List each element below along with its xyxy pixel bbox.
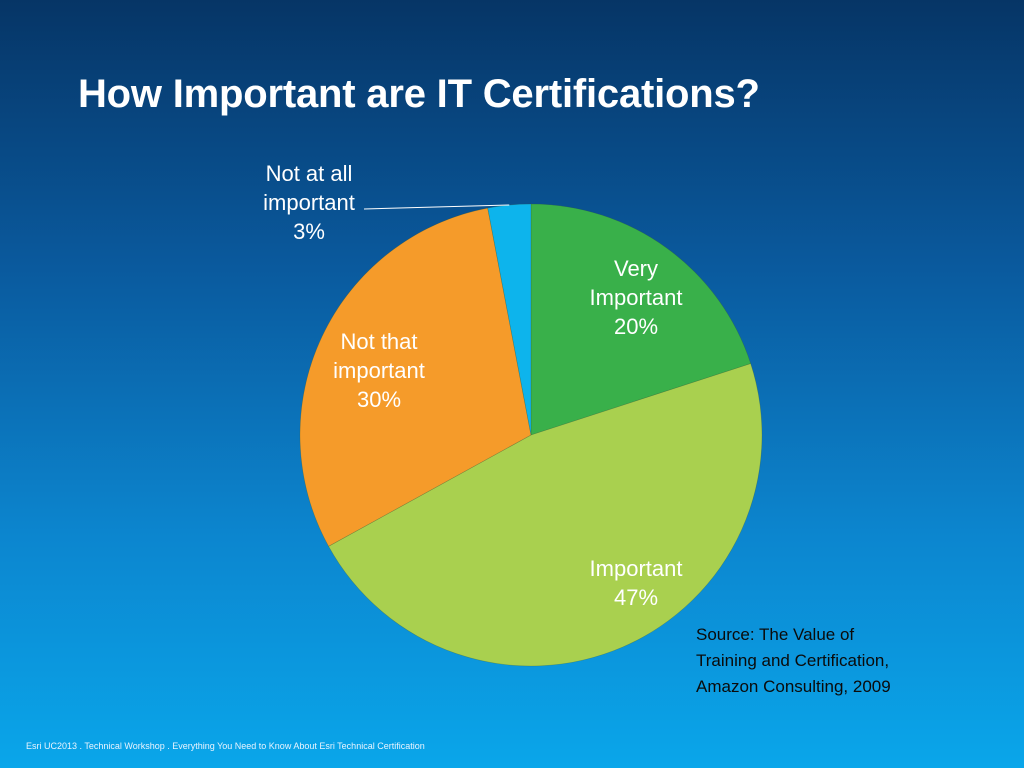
leader-line-not-at-all-important bbox=[363, 204, 510, 210]
pie-label-important: Important 47% bbox=[590, 556, 683, 610]
pie-label-not-at-all-important: Not at all important 3% bbox=[263, 161, 355, 244]
source-line-1: Source: The Value of bbox=[696, 625, 855, 644]
pie-slice-very-important bbox=[530, 203, 752, 436]
pie-label-very-important: Very Important 20% bbox=[590, 256, 683, 339]
slide-title: How Important are IT Certifications? bbox=[78, 72, 760, 116]
pie-labels: Very Important 20% Important 47% Not that impo… bbox=[263, 161, 682, 610]
source-note: Source: The Value of Training and Certif… bbox=[696, 622, 956, 700]
pie-slices bbox=[299, 203, 763, 667]
footer-text: Esri UC2013 . Technical Workshop . Every… bbox=[26, 741, 425, 751]
pie-label-not-that-important: Not that important 30% bbox=[333, 329, 425, 412]
source-line-3: Amazon Consulting, 2009 bbox=[696, 677, 891, 696]
source-line-2: Training and Certification, bbox=[696, 651, 890, 670]
pie-slice-important bbox=[328, 363, 763, 667]
pie-slice-not-that-important bbox=[299, 207, 532, 547]
